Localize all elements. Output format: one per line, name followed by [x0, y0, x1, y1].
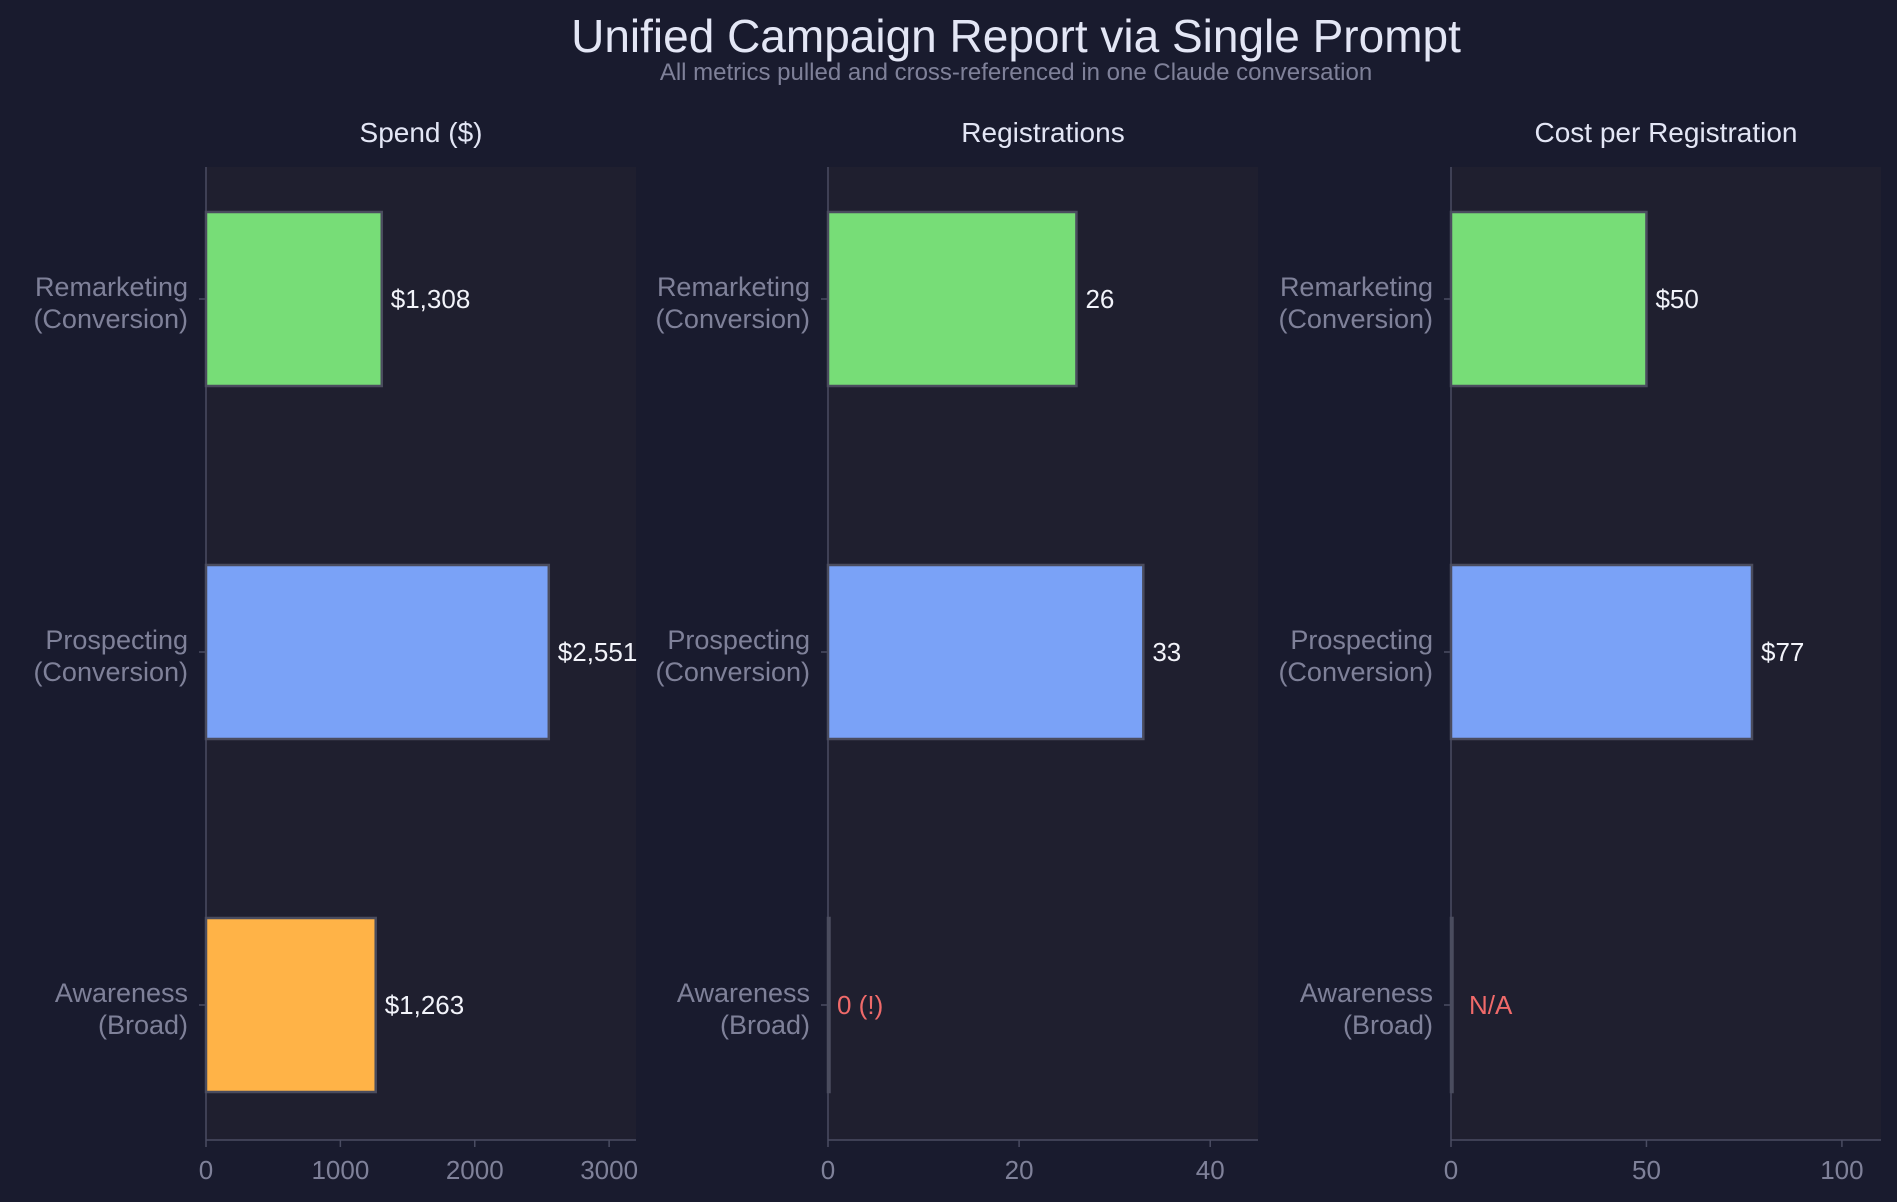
category-label: Remarketing (Conversion) — [33, 272, 188, 334]
category-label: Remarketing (Conversion) — [655, 272, 810, 334]
category-label-line: Remarketing — [1280, 272, 1433, 302]
category-label-line: Remarketing — [35, 272, 188, 302]
value-label: $77 — [1761, 637, 1804, 667]
panel-title: Spend ($) — [360, 117, 483, 148]
x-tick-label: 20 — [1005, 1155, 1034, 1185]
bar — [204, 563, 551, 741]
x-tick-label: 0 — [199, 1155, 213, 1185]
category-label-line: Awareness — [55, 978, 188, 1008]
category-label-line: (Broad) — [98, 1010, 188, 1040]
bar — [826, 210, 1078, 388]
x-tick-label: 2000 — [446, 1155, 504, 1185]
bar — [204, 210, 384, 388]
category-label-line: Prospecting — [667, 625, 810, 655]
category-label-line: (Broad) — [720, 1010, 810, 1040]
value-label: 0 (!) — [837, 990, 883, 1020]
category-label: Prospecting (Conversion) — [1278, 625, 1433, 687]
x-tick-label: 100 — [1820, 1155, 1863, 1185]
bar — [826, 563, 1145, 741]
category-label-line: Awareness — [1300, 978, 1433, 1008]
figure-title: Unified Campaign Report via Single Promp… — [571, 10, 1461, 62]
x-tick-label: 50 — [1632, 1155, 1661, 1185]
panel-title: Cost per Registration — [1534, 117, 1797, 148]
category-label: Awareness (Broad) — [677, 978, 810, 1040]
category-label: Prospecting (Conversion) — [33, 625, 188, 687]
category-label-line: (Conversion) — [33, 304, 188, 334]
value-label: $1,263 — [385, 990, 465, 1020]
value-label: $2,551 — [558, 637, 638, 667]
category-label-line: (Conversion) — [33, 657, 188, 687]
category-label-line: (Conversion) — [1278, 657, 1433, 687]
category-label: Remarketing (Conversion) — [1278, 272, 1433, 334]
bar — [1449, 210, 1648, 388]
x-tick-label: 0 — [821, 1155, 835, 1185]
bar — [826, 916, 831, 1094]
bar — [1449, 563, 1754, 741]
category-label: Awareness (Broad) — [55, 978, 188, 1040]
bar — [204, 916, 377, 1094]
category-label: Prospecting (Conversion) — [655, 625, 810, 687]
value-label: N/A — [1469, 990, 1513, 1020]
value-label: 26 — [1085, 284, 1114, 314]
value-label: $50 — [1655, 284, 1698, 314]
category-label-line: Awareness — [677, 978, 810, 1008]
category-label-line: (Conversion) — [655, 657, 810, 687]
category-label-line: Prospecting — [1290, 625, 1433, 655]
category-label: Awareness (Broad) — [1300, 978, 1433, 1040]
x-tick-label: 1000 — [311, 1155, 369, 1185]
category-label-line: Prospecting — [45, 625, 188, 655]
value-label: $1,308 — [391, 284, 471, 314]
category-label-line: (Broad) — [1343, 1010, 1433, 1040]
category-label-line: (Conversion) — [655, 304, 810, 334]
figure-subtitle: All metrics pulled and cross-referenced … — [660, 59, 1372, 86]
x-tick-label: 40 — [1196, 1155, 1225, 1185]
panel-title: Registrations — [961, 117, 1124, 148]
bar — [1449, 916, 1454, 1094]
value-label: 33 — [1152, 637, 1181, 667]
x-tick-label: 3000 — [580, 1155, 638, 1185]
category-label-line: (Conversion) — [1278, 304, 1433, 334]
category-label-line: Remarketing — [657, 272, 810, 302]
x-tick-label: 0 — [1444, 1155, 1458, 1185]
